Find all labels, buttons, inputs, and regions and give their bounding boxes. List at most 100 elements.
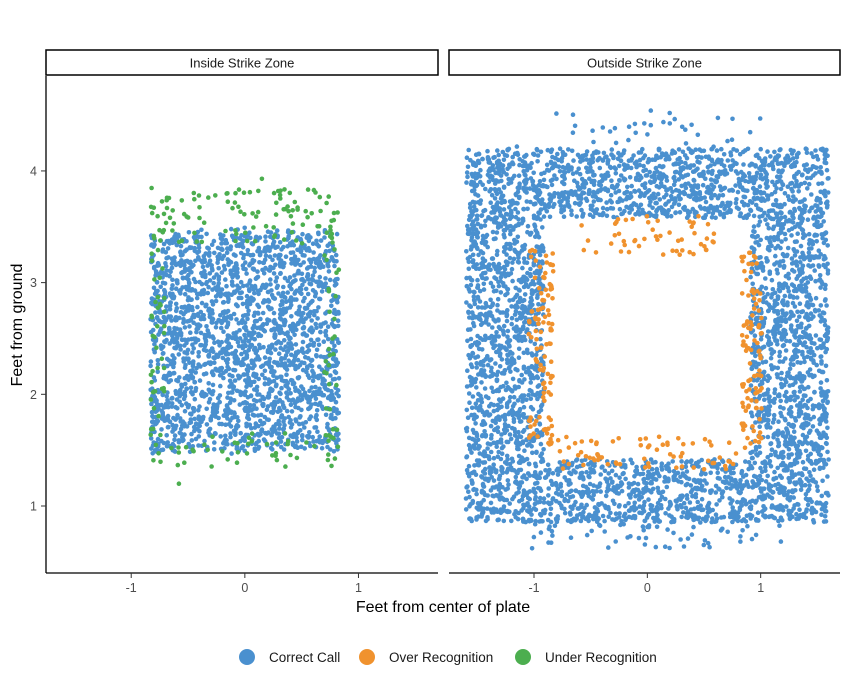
data-point-inside-under-recognition xyxy=(278,196,283,201)
data-point-inside-correct-call xyxy=(161,351,166,356)
data-point-inside-correct-call xyxy=(212,440,217,445)
data-point-inside-under-recognition xyxy=(335,444,341,450)
data-point-inside-correct-call xyxy=(210,346,215,352)
data-point-outside-correct-call xyxy=(775,294,781,299)
data-point-inside-under-recognition xyxy=(170,208,175,213)
data-point-outside-correct-call xyxy=(480,233,486,239)
data-point-inside-correct-call xyxy=(311,250,316,255)
data-point-inside-correct-call xyxy=(174,317,179,323)
data-point-inside-correct-call xyxy=(192,396,198,402)
data-point-outside-correct-call xyxy=(785,245,791,251)
data-point-outside-correct-call xyxy=(507,501,512,506)
data-point-inside-correct-call xyxy=(317,282,323,288)
data-point-outside-correct-call xyxy=(779,413,784,419)
data-point-inside-under-recognition xyxy=(161,211,167,217)
data-point-inside-correct-call xyxy=(208,416,213,421)
data-point-inside-correct-call xyxy=(206,308,211,313)
data-point-inside-correct-call xyxy=(313,374,318,380)
data-point-inside-correct-call xyxy=(270,447,275,452)
data-point-inside-under-recognition xyxy=(167,215,173,221)
data-point-inside-under-recognition xyxy=(305,214,310,220)
data-point-inside-correct-call xyxy=(216,277,222,282)
data-point-outside-correct-call xyxy=(473,183,479,189)
data-point-inside-correct-call xyxy=(271,378,277,384)
data-point-inside-correct-call xyxy=(245,251,250,257)
data-point-inside-under-recognition xyxy=(220,449,225,454)
data-point-inside-correct-call xyxy=(268,234,273,240)
data-point-outside-correct-call xyxy=(768,355,774,361)
data-point-inside-correct-call xyxy=(309,363,315,369)
data-point-inside-correct-call xyxy=(155,436,161,442)
data-point-outside-correct-call xyxy=(516,346,522,352)
data-point-inside-correct-call xyxy=(307,388,312,394)
data-point-outside-correct-call xyxy=(533,463,539,469)
data-point-outside-correct-call xyxy=(568,512,573,517)
data-point-outside-correct-call xyxy=(797,301,803,307)
data-point-outside-correct-call xyxy=(760,360,766,365)
data-point-outside-correct-call xyxy=(561,174,567,179)
data-point-inside-correct-call xyxy=(318,238,324,243)
data-point-inside-correct-call xyxy=(169,265,175,271)
data-point-outside-correct-call xyxy=(737,490,743,496)
data-point-inside-correct-call xyxy=(257,252,263,257)
data-point-inside-correct-call xyxy=(223,277,228,282)
data-point-inside-correct-call xyxy=(272,321,278,326)
data-point-outside-correct-call xyxy=(481,281,487,287)
data-point-outside-correct-call xyxy=(528,266,533,272)
data-point-inside-under-recognition xyxy=(196,193,202,198)
data-point-inside-correct-call xyxy=(292,332,297,338)
data-point-inside-correct-call xyxy=(313,396,319,402)
data-point-inside-correct-call xyxy=(323,412,329,418)
data-point-inside-correct-call xyxy=(311,370,316,376)
data-point-inside-under-recognition xyxy=(192,230,197,236)
data-point-outside-correct-call xyxy=(649,479,654,485)
data-point-outside-correct-call xyxy=(602,518,607,524)
data-point-inside-correct-call xyxy=(207,312,213,317)
data-point-inside-correct-call xyxy=(319,404,325,409)
data-point-inside-correct-call xyxy=(234,266,240,272)
data-point-outside-correct-call xyxy=(816,248,822,253)
data-point-inside-correct-call xyxy=(259,428,264,434)
data-point-outside-correct-call xyxy=(505,478,511,483)
data-point-inside-under-recognition xyxy=(294,455,300,461)
data-point-outside-correct-call xyxy=(470,394,476,399)
data-point-outside-correct-call xyxy=(537,486,543,491)
data-point-inside-correct-call xyxy=(310,241,316,246)
data-point-inside-correct-call xyxy=(152,448,158,453)
data-point-inside-under-recognition xyxy=(330,426,336,432)
data-point-inside-correct-call xyxy=(186,318,192,324)
data-point-inside-correct-call xyxy=(329,303,334,309)
data-point-inside-correct-call xyxy=(332,263,337,269)
data-point-inside-correct-call xyxy=(290,329,296,334)
data-point-outside-correct-call xyxy=(792,435,797,441)
data-point-outside-correct-call xyxy=(818,222,824,228)
data-point-outside-correct-call xyxy=(515,234,521,240)
data-point-inside-correct-call xyxy=(192,288,198,293)
data-point-outside-correct-call xyxy=(548,478,554,484)
data-point-outside-correct-call xyxy=(463,496,469,501)
data-point-inside-correct-call xyxy=(191,276,197,282)
data-point-inside-under-recognition xyxy=(251,225,256,230)
data-point-outside-correct-call xyxy=(800,432,806,438)
data-point-inside-correct-call xyxy=(209,320,214,325)
data-point-outside-correct-call xyxy=(520,475,525,480)
data-point-outside-correct-call xyxy=(817,277,823,282)
data-point-inside-correct-call xyxy=(204,406,209,412)
data-point-outside-correct-call xyxy=(582,505,587,511)
data-point-inside-correct-call xyxy=(300,339,306,345)
data-point-inside-correct-call xyxy=(244,328,249,333)
data-point-outside-correct-call xyxy=(739,169,744,175)
data-point-inside-correct-call xyxy=(288,335,293,341)
data-point-inside-correct-call xyxy=(256,423,261,429)
data-point-outside-correct-call xyxy=(653,165,659,171)
data-point-inside-correct-call xyxy=(313,384,318,390)
data-point-outside-correct-call xyxy=(547,501,552,507)
data-point-inside-correct-call xyxy=(268,282,273,287)
data-point-inside-correct-call xyxy=(163,401,169,407)
data-point-inside-under-recognition xyxy=(299,241,305,246)
data-point-outside-correct-call xyxy=(488,449,494,455)
data-point-outside-correct-call xyxy=(611,214,616,220)
data-point-inside-correct-call xyxy=(279,444,284,450)
data-point-outside-correct-call xyxy=(823,256,828,261)
data-point-inside-correct-call xyxy=(157,309,162,315)
